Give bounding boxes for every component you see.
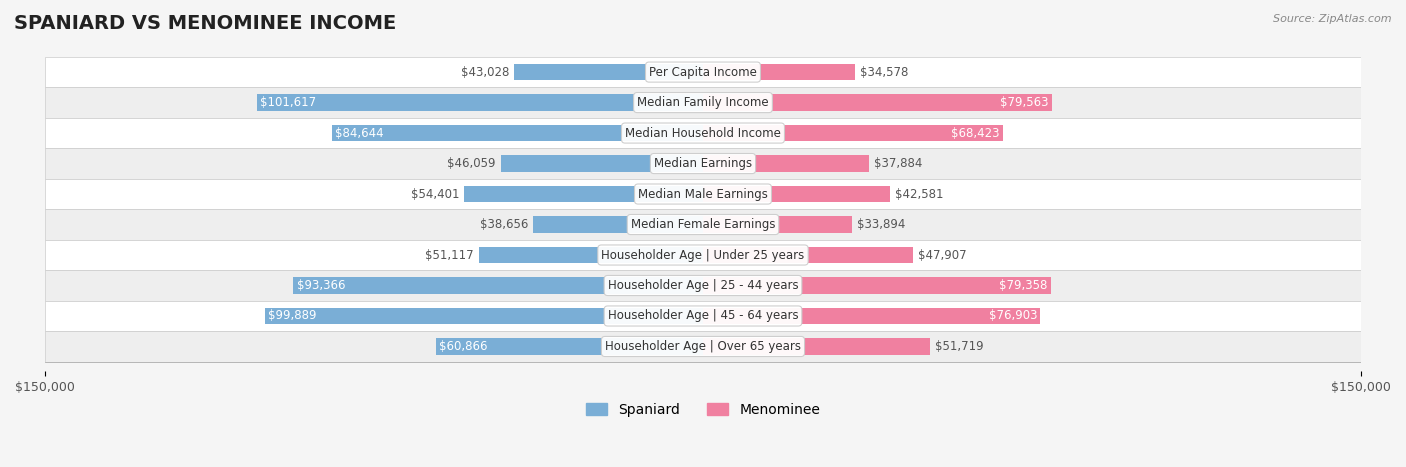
Bar	[464, 186, 703, 202]
Bar	[332, 125, 703, 142]
Bar	[703, 155, 869, 172]
Text: $79,563: $79,563	[1000, 96, 1049, 109]
Text: Householder Age | Under 25 years: Householder Age | Under 25 years	[602, 248, 804, 262]
Text: $51,117: $51,117	[425, 248, 474, 262]
Text: $47,907: $47,907	[918, 248, 967, 262]
Bar	[45, 87, 1361, 118]
Text: Householder Age | 25 - 44 years: Householder Age | 25 - 44 years	[607, 279, 799, 292]
Text: $42,581: $42,581	[896, 188, 943, 200]
Bar	[45, 331, 1361, 362]
Text: $84,644: $84,644	[335, 127, 384, 140]
Bar	[45, 118, 1361, 149]
Text: Median Family Income: Median Family Income	[637, 96, 769, 109]
Text: Median Household Income: Median Household Income	[626, 127, 780, 140]
Text: Median Male Earnings: Median Male Earnings	[638, 188, 768, 200]
Bar	[501, 155, 703, 172]
Bar	[45, 301, 1361, 331]
Text: $51,719: $51,719	[935, 340, 984, 353]
Bar	[45, 240, 1361, 270]
Bar	[515, 64, 703, 80]
Bar	[533, 216, 703, 233]
Bar	[703, 247, 912, 263]
Bar	[45, 270, 1361, 301]
Text: Householder Age | 45 - 64 years: Householder Age | 45 - 64 years	[607, 310, 799, 323]
Text: $101,617: $101,617	[260, 96, 316, 109]
Text: $54,401: $54,401	[411, 188, 460, 200]
Legend: Spaniard, Menominee: Spaniard, Menominee	[581, 397, 825, 422]
Bar	[294, 277, 703, 294]
Bar	[257, 94, 703, 111]
Bar	[436, 338, 703, 355]
Text: Householder Age | Over 65 years: Householder Age | Over 65 years	[605, 340, 801, 353]
Text: $46,059: $46,059	[447, 157, 496, 170]
Bar	[703, 94, 1052, 111]
Text: SPANIARD VS MENOMINEE INCOME: SPANIARD VS MENOMINEE INCOME	[14, 14, 396, 33]
Bar	[45, 209, 1361, 240]
Text: $93,366: $93,366	[297, 279, 346, 292]
Text: $99,889: $99,889	[269, 310, 316, 323]
Text: $34,578: $34,578	[860, 65, 908, 78]
Bar	[703, 125, 1002, 142]
Text: $33,894: $33,894	[858, 218, 905, 231]
Bar	[703, 277, 1052, 294]
Bar	[45, 179, 1361, 209]
Bar	[703, 216, 852, 233]
Text: $60,866: $60,866	[439, 340, 488, 353]
Text: $79,358: $79,358	[1000, 279, 1047, 292]
Text: $37,884: $37,884	[875, 157, 922, 170]
Text: $68,423: $68,423	[952, 127, 1000, 140]
Text: Median Female Earnings: Median Female Earnings	[631, 218, 775, 231]
Text: Per Capita Income: Per Capita Income	[650, 65, 756, 78]
Text: $43,028: $43,028	[461, 65, 509, 78]
Bar	[45, 149, 1361, 179]
Bar	[703, 64, 855, 80]
Bar	[479, 247, 703, 263]
Bar	[45, 57, 1361, 87]
Text: $76,903: $76,903	[988, 310, 1038, 323]
Text: Median Earnings: Median Earnings	[654, 157, 752, 170]
Bar	[703, 186, 890, 202]
Bar	[703, 308, 1040, 325]
Text: Source: ZipAtlas.com: Source: ZipAtlas.com	[1274, 14, 1392, 24]
Bar	[264, 308, 703, 325]
Bar	[703, 338, 929, 355]
Text: $38,656: $38,656	[479, 218, 529, 231]
